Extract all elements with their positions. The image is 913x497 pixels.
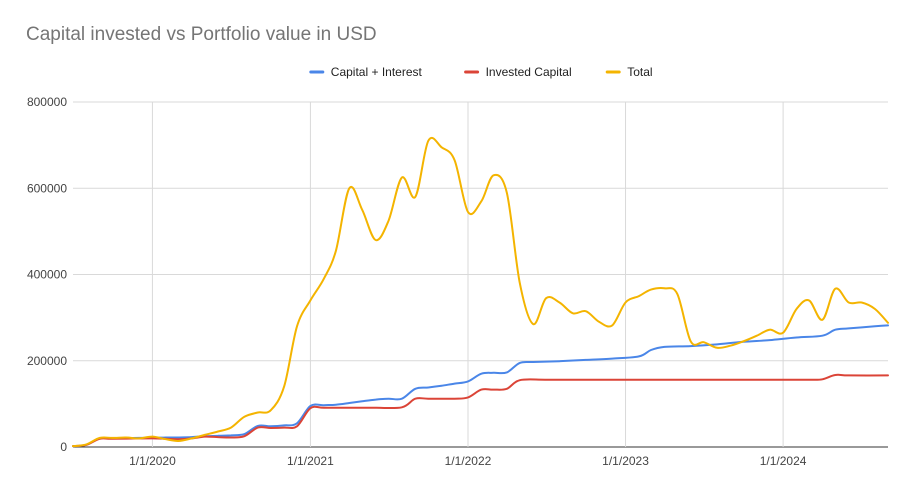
x-tick-label: 1/1/2020 (129, 454, 176, 468)
chart-title: Capital invested vs Portfolio value in U… (26, 24, 377, 45)
y-tick-label: 0 (60, 440, 67, 454)
legend-label-invested-capital: Invested Capital (486, 65, 572, 79)
x-tick-label: 1/1/2024 (760, 454, 807, 468)
series-line-invested-capital (72, 373, 889, 448)
y-tick-label: 600000 (27, 181, 67, 195)
y-tick-label: 800000 (27, 95, 67, 109)
y-tick-label: 200000 (27, 354, 67, 368)
x-tick-label: 1/1/2022 (445, 454, 492, 468)
legend-label-capital-interest: Capital + Interest (331, 65, 423, 79)
series-line-capital-interest (72, 324, 889, 448)
legend-label-total: Total (627, 65, 652, 79)
x-tick-label: 1/1/2023 (602, 454, 649, 468)
x-tick-label: 1/1/2021 (287, 454, 334, 468)
y-tick-label: 400000 (27, 268, 67, 282)
series-line-total (72, 136, 889, 448)
